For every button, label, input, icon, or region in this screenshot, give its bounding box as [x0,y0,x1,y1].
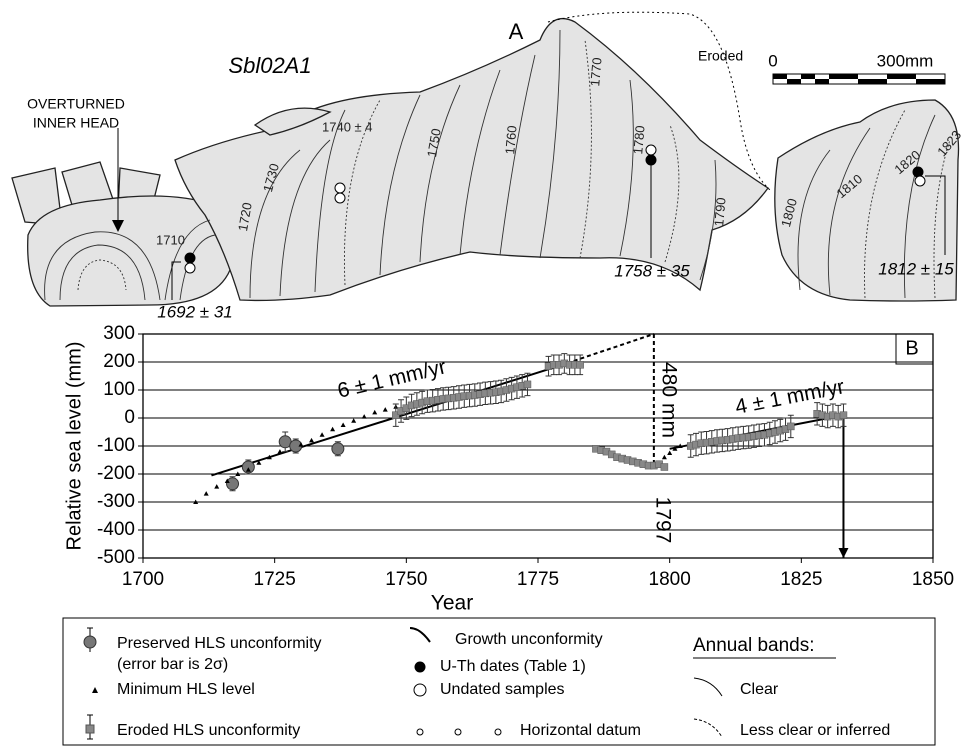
y-tick-label: 200 [103,351,135,372]
data-point [340,422,346,427]
y-tick-label: 300 [103,323,135,344]
annotation: 480 mm [657,362,680,438]
x-tick-label: 1725 [254,569,296,590]
legend-label: Undated samples [440,681,565,698]
band-label: 1790 [711,197,728,227]
date-label: 1758 ± 35 [614,261,690,280]
x-tick-label: 1700 [122,569,164,590]
scale-bar [772,73,946,85]
data-point [677,443,683,448]
x-tick-label: 1800 [649,569,691,590]
annotation: 6 ± 1 mm/yr [335,355,448,402]
data-point [241,460,255,474]
panel-label: B [905,337,918,359]
legend-label: Growth unconformity [455,631,603,648]
coral-section [11,11,960,307]
eroded-label: Eroded [698,48,743,64]
scale-end: 300mm [877,51,934,70]
data-point [309,437,315,443]
legend-label: Less clear or inferred [740,722,890,739]
panel-label-box [895,333,934,365]
date-label: 1812 ± 15 [878,259,954,278]
data-point [787,422,795,431]
data-point [298,442,304,447]
annotation: 1797 [651,497,674,544]
legend-symbols [409,627,836,738]
x-tick-label: 1775 [517,569,559,590]
legend-label: Clear [740,681,779,698]
band-label: 1750 [424,127,444,158]
data-point [576,361,584,369]
legend-symbol [85,724,95,734]
x-axis-label: Year [431,592,473,615]
panel-label: A [509,19,524,44]
data-point [214,484,220,489]
y-tick-label: -300 [97,491,135,512]
band-label: 1770 [587,57,604,87]
band-label: 1780 [630,125,647,155]
band-label: 1740 ± 4 [322,119,373,134]
y-tick-label: -200 [97,463,135,484]
sample-markers [171,144,946,300]
legend-box [62,617,936,746]
y-tick-label: 0 [124,407,135,428]
data-point [392,411,400,419]
data-point [660,463,669,471]
data-point [226,477,240,491]
legend-title: Annual bands: [693,635,815,656]
head-label: OVERTURNED [27,96,125,112]
arrow-head [838,548,849,558]
band-label: 1760 [502,125,519,155]
legend-symbol [92,687,98,693]
data-point [361,414,367,419]
data-point [382,407,388,412]
data-point [839,411,848,419]
legend-symbol [83,635,97,649]
data-point [351,418,357,423]
legend-label: Minimum HLS level [117,681,255,698]
data-point [661,454,667,460]
specimen-name: Sbl02A1 [228,53,311,78]
data-point [372,409,378,415]
x-tick-label: 1825 [780,569,822,590]
legend-label: U-Th dates (Table 1) [440,658,586,675]
data-point [245,467,251,472]
y-tick-label: -100 [97,435,135,456]
band-label: 1710 [156,232,185,247]
data-point [224,478,230,483]
data-point [256,460,262,465]
y-tick-label: 100 [103,379,135,400]
data-point [523,380,532,389]
y-axis-label: Relative sea level (mm) [63,342,85,551]
band-label: 1800 [778,197,800,229]
scale-start: 0 [768,51,777,70]
legend-label: Horizontal datum [520,722,641,739]
band-label: 1720 [235,201,255,232]
data-point [672,446,678,451]
data-point [319,432,325,437]
data-point [203,491,209,496]
x-tick-label: 1850 [912,569,954,590]
data-point [331,442,345,456]
data-point [266,454,272,460]
data-point [277,449,283,454]
head-label: INNER HEAD [33,115,119,131]
y-tick-label: -400 [97,519,135,540]
plot-frame [142,333,934,559]
data-point [330,426,336,432]
legend-label: Preserved HLS unconformity [117,635,322,652]
legend-label: Eroded HLS unconformity [117,722,300,739]
data-point [667,450,673,455]
x-tick-label: 1750 [385,569,427,590]
y-tick-label: -500 [97,547,135,568]
band-label: 1730 [260,162,282,194]
data-point [235,471,241,476]
date-label: 1692 ± 31 [157,302,233,321]
legend-label: (error bar is 2σ) [117,656,228,673]
data-point [193,499,199,504]
